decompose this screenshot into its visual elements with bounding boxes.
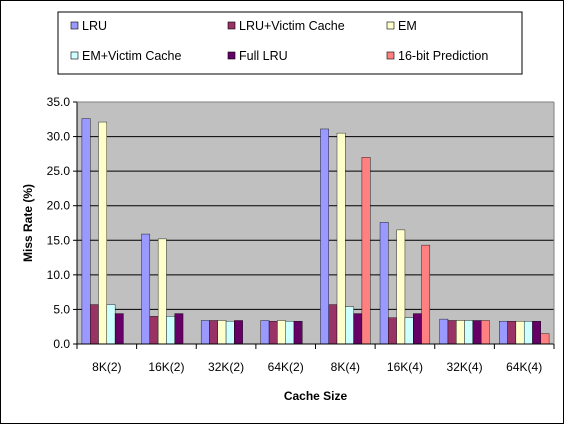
bar-lru-8k-2- [81, 118, 91, 345]
x-axis-title: Cache Size [284, 389, 348, 403]
bar-16-bit-prediction-64k-4- [540, 333, 550, 345]
bar-full-lru-8k-2- [114, 313, 124, 345]
bar-em-16k-2- [157, 238, 167, 345]
bar-lru-8k-4- [320, 128, 329, 345]
y-tick-label: 5.0 [53, 302, 70, 316]
legend-label-em: EM [398, 19, 417, 33]
y-tick-label: 20.0 [47, 199, 71, 213]
x-tick-label: 64K(2) [268, 360, 304, 374]
bar-16-bit-prediction-16k-4- [421, 244, 431, 345]
bar-lru-32k-2- [200, 320, 210, 345]
bar-lru-16k-4- [379, 222, 389, 345]
bar-lru-victim-cache-32k-2- [209, 320, 218, 345]
bar-full-lru-16k-2- [174, 313, 184, 345]
y-tick-label: 10.0 [47, 268, 71, 282]
bar-em-8k-4- [336, 132, 346, 345]
x-tick-label: 8K(4) [331, 360, 360, 374]
bar-lru-victim-cache-16k-4- [388, 317, 397, 345]
y-tick-label: 15.0 [47, 233, 71, 247]
legend-label-16-bit-prediction: 16-bit Prediction [398, 49, 488, 63]
bar-em-victim-cache-8k-4- [345, 306, 354, 345]
y-tick-label: 25.0 [47, 164, 71, 178]
x-tick-label: 32K(2) [208, 360, 244, 374]
legend-label-lru: LRU [82, 19, 107, 33]
bar-lru-victim-cache-8k-4- [328, 304, 338, 345]
bar-em-victim-cache-32k-2- [225, 320, 235, 345]
y-tick-label: 0.0 [53, 337, 70, 351]
bar-lru-victim-cache-16k-2- [149, 316, 159, 345]
bar-lru-16k-2- [141, 233, 151, 345]
legend-swatch-lru [70, 21, 79, 30]
legend-swatch-em-victim-cache [70, 51, 79, 60]
x-tick-label: 8K(2) [92, 360, 121, 374]
bar-em-victim-cache-64k-4- [523, 320, 533, 345]
x-tick-label: 32K(4) [447, 360, 483, 374]
bar-16-bit-prediction-8k-4- [361, 157, 371, 345]
bar-em-victim-cache-16k-2- [166, 316, 175, 345]
bar-lru-victim-cache-32k-4- [447, 320, 457, 345]
bar-em-64k-2- [277, 320, 286, 345]
legend-swatch-lru-victim-cache [227, 21, 236, 30]
bar-lru-victim-cache-8k-2- [90, 304, 99, 345]
x-tick-labels: 8K(2) 16K(2) 32K(2) 64K(2) 8K(4) 16K(4) 32K(4)… [92, 360, 542, 374]
bar-lru-victim-cache-64k-2- [268, 320, 278, 345]
bar-lru-victim-cache-64k-4- [507, 320, 517, 345]
legend-label-lru-victim-cache: LRU+Victim Cache [239, 19, 345, 33]
bar-em-32k-4- [456, 320, 465, 345]
bar-lru-64k-4- [499, 320, 508, 345]
y-axis-title: Miss Rate (%) [21, 184, 35, 262]
bar-em-victim-cache-8k-2- [106, 304, 116, 345]
legend: LRU LRU+Victim Cache EM EM+Victim Cache Full… [57, 11, 523, 75]
bar-full-lru-64k-4- [532, 320, 541, 345]
legend-label-em-victim-cache: EM+Victim Cache [82, 49, 182, 63]
bar-em-64k-4- [515, 320, 525, 345]
bar-lru-64k-2- [260, 320, 270, 345]
bar-em-victim-cache-16k-4- [404, 317, 414, 345]
x-tick-label: 16K(2) [148, 360, 184, 374]
legend-swatch-em [386, 21, 395, 30]
bars [81, 118, 550, 345]
y-tick-label: 30.0 [47, 130, 71, 144]
axes [76, 101, 555, 349]
bar-em-victim-cache-64k-2- [285, 320, 295, 345]
y-tick-label: 35.0 [47, 95, 71, 109]
bar-16-bit-prediction-32k-4- [480, 320, 490, 345]
x-tick-label: 64K(4) [506, 360, 542, 374]
legend-label-full-lru: Full LRU [239, 49, 288, 63]
bar-full-lru-8k-4- [353, 313, 363, 345]
bar-full-lru-32k-2- [234, 320, 243, 345]
bar-em-victim-cache-32k-4- [464, 320, 474, 345]
bar-em-16k-4- [396, 229, 406, 345]
x-tick-label: 16K(4) [387, 360, 423, 374]
bar-full-lru-32k-4- [472, 320, 482, 345]
legend-box [57, 11, 523, 75]
legend-swatch-full-lru [227, 51, 236, 60]
bar-em-32k-2- [217, 320, 227, 345]
y-tick-labels: 0.0 5.0 10.0 15.0 20.0 25.0 30.0 35.0 [47, 95, 71, 351]
plot-area [77, 102, 554, 344]
bar-em-8k-2- [98, 121, 108, 345]
bar-full-lru-64k-2- [293, 320, 303, 345]
bar-lru-32k-4- [439, 318, 449, 345]
bar-full-lru-16k-4- [413, 313, 422, 345]
legend-swatch-16-bit-prediction [386, 51, 395, 60]
